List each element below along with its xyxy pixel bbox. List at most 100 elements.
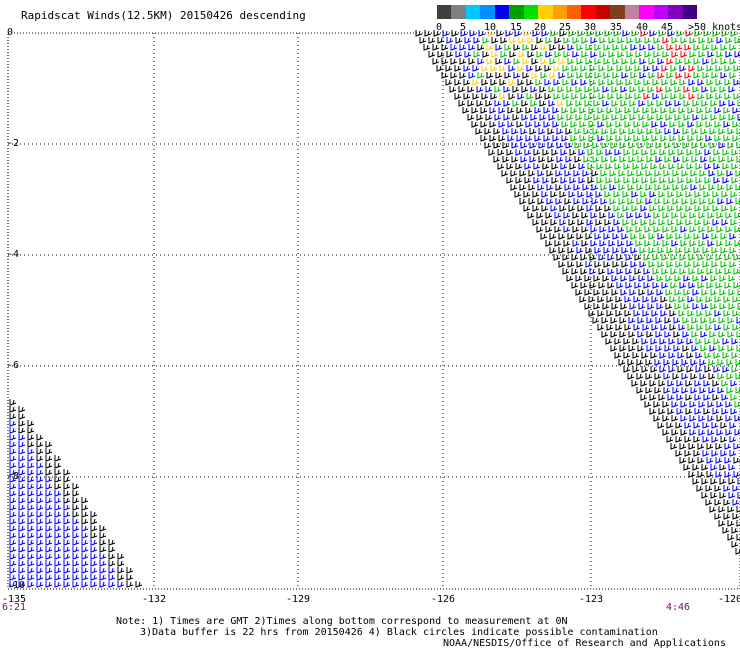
wind-barb [54,469,62,476]
wind-barb [662,37,670,44]
wind-barb [563,51,571,58]
wind-barb [718,317,726,324]
wind-barb [706,93,714,100]
wind-barb [646,345,654,352]
wind-barb [482,51,490,58]
wind-barb [36,539,44,546]
wind-barb [713,177,721,184]
wind-barb [36,532,44,539]
wind-barb [454,65,462,72]
wind-barb [572,212,580,219]
wind-barb [571,282,579,289]
wind-barb [706,65,714,72]
wind-barb [620,289,628,296]
x-axis-label: -120 [717,594,740,605]
wind-barb [9,539,17,546]
wind-barb [643,268,651,275]
wind-barb [728,86,736,93]
wind-barb [687,296,695,303]
wind-barb [642,296,650,303]
wind-barb [671,240,679,247]
legend-label: >50 knots [688,22,740,33]
wind-barb [90,560,98,567]
wind-barb [732,296,740,303]
wind-barb [565,142,573,149]
wind-barb [711,44,719,51]
wind-barb [72,511,80,518]
wind-barb [509,51,517,58]
wind-barb [730,191,738,198]
wind-barb [672,198,680,205]
wind-barb [659,366,667,373]
wind-barb [18,476,26,483]
wind-barb [615,107,623,114]
wind-barb [555,198,563,205]
x-axis-label: -135 [1,594,27,605]
wind-barb [721,205,729,212]
wind-barb [540,233,548,240]
wind-barb [688,471,696,478]
wind-barb [81,581,89,588]
wind-barb [652,79,660,86]
wind-barb [446,37,454,44]
wind-barb [556,156,564,163]
wind-barb [564,184,572,191]
wind-barb [673,128,681,135]
wind-barb [570,107,578,114]
wind-barb [639,233,647,240]
wind-barb [657,261,665,268]
wind-barb [624,324,632,331]
wind-barb [512,86,520,93]
wind-barb [727,506,735,513]
wind-barb [582,198,590,205]
wind-barb [697,254,705,261]
wind-barb [468,58,476,65]
wind-barb [9,497,17,504]
wind-barb [597,296,605,303]
wind-barb [484,142,492,149]
wind-barb [662,51,670,58]
wind-barb [506,149,514,156]
wind-barb [610,128,618,135]
wind-barb [554,226,562,233]
wind-barb [472,65,480,72]
wind-barb [702,450,710,457]
wind-barb [126,574,134,581]
wind-barb [606,107,614,114]
wind-barb [706,282,714,289]
wind-barb [689,415,697,422]
wind-barb [598,65,606,72]
wind-barb [714,499,722,506]
wind-barb [9,546,17,553]
wind-barb [564,198,572,205]
wind-barb [737,492,740,499]
wind-barb [18,581,26,588]
wind-barb [660,296,668,303]
wind-barb [637,156,645,163]
wind-barb [724,254,732,261]
wind-barb [566,275,574,282]
wind-barb [735,184,740,191]
wind-barb [701,303,709,310]
wind-barb [724,79,732,86]
wind-barb [635,212,643,219]
wind-barb [428,37,436,44]
wind-barb [485,114,493,121]
legend-label: 5 [459,22,467,33]
wind-barb [626,212,634,219]
legend-swatch [639,5,655,19]
wind-barb [561,121,569,128]
wind-barb [560,149,568,156]
wind-barb [587,163,595,170]
wind-barb [611,275,619,282]
wind-barb [711,247,719,254]
wind-barb [549,72,557,79]
wind-barb [642,135,650,142]
wind-barb [616,79,624,86]
wind-barb [589,268,597,275]
wind-barb [486,44,494,51]
wind-barb [725,415,733,422]
wind-barb [27,420,35,427]
wind-barb [575,289,583,296]
wind-barb [719,464,727,471]
